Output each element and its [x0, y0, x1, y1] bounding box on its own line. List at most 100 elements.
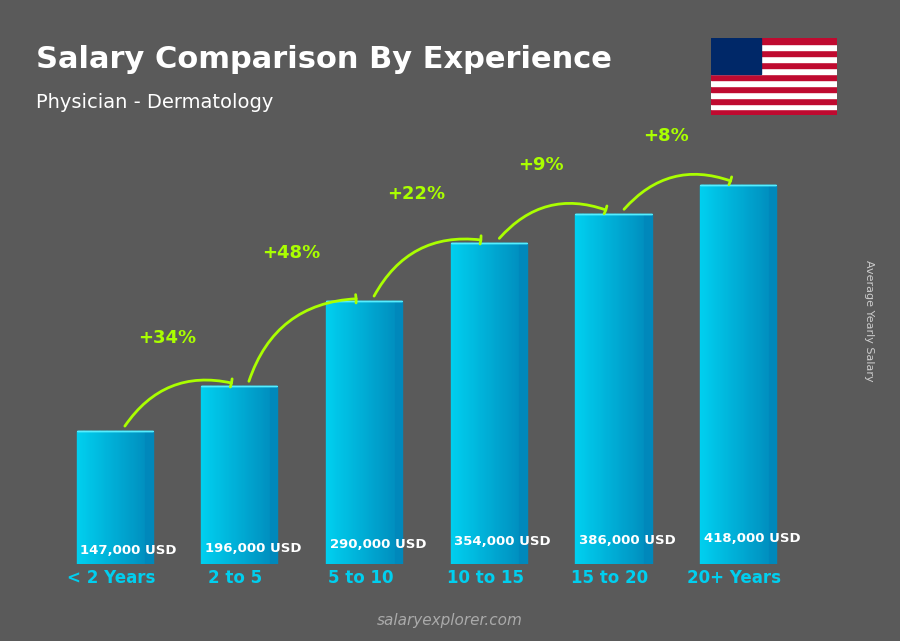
Bar: [743, 185, 746, 564]
Bar: [358, 301, 361, 564]
Bar: [642, 213, 644, 564]
Bar: [711, 38, 837, 44]
Bar: [263, 386, 266, 564]
Text: +34%: +34%: [138, 329, 196, 347]
Bar: [202, 386, 203, 564]
Bar: [131, 431, 134, 564]
Bar: [718, 185, 721, 564]
Bar: [725, 185, 728, 564]
Bar: [369, 301, 372, 564]
Bar: [512, 242, 515, 564]
Bar: [711, 38, 761, 74]
Bar: [457, 242, 460, 564]
Bar: [464, 242, 467, 564]
Bar: [760, 185, 762, 564]
Polygon shape: [644, 213, 652, 564]
Bar: [342, 301, 345, 564]
Bar: [748, 185, 751, 564]
Bar: [388, 301, 391, 564]
Bar: [473, 242, 476, 564]
Bar: [254, 386, 256, 564]
Bar: [139, 431, 140, 564]
Bar: [608, 213, 610, 564]
Bar: [224, 386, 227, 564]
Bar: [757, 185, 760, 564]
Bar: [598, 213, 601, 564]
Polygon shape: [145, 431, 153, 564]
Text: 196,000 USD: 196,000 USD: [205, 542, 302, 555]
Text: 354,000 USD: 354,000 USD: [454, 535, 551, 548]
Bar: [383, 301, 386, 564]
Bar: [229, 386, 231, 564]
Bar: [734, 185, 737, 564]
Bar: [364, 301, 367, 564]
Bar: [723, 185, 725, 564]
Bar: [515, 242, 518, 564]
Bar: [711, 86, 837, 92]
Bar: [490, 242, 492, 564]
Bar: [591, 213, 594, 564]
Bar: [472, 242, 473, 564]
Bar: [99, 431, 102, 564]
Bar: [240, 386, 243, 564]
Bar: [590, 213, 591, 564]
Bar: [211, 386, 213, 564]
Bar: [517, 242, 519, 564]
Bar: [705, 185, 707, 564]
Bar: [596, 213, 599, 564]
Bar: [356, 301, 358, 564]
Bar: [711, 68, 837, 74]
Bar: [767, 185, 769, 564]
Bar: [492, 242, 494, 564]
Bar: [134, 431, 136, 564]
Bar: [739, 185, 742, 564]
Bar: [605, 213, 608, 564]
Bar: [478, 242, 481, 564]
Bar: [467, 242, 469, 564]
Bar: [600, 213, 603, 564]
Bar: [711, 50, 837, 56]
Bar: [624, 213, 626, 564]
Bar: [346, 301, 349, 564]
Bar: [711, 110, 837, 115]
Bar: [124, 431, 127, 564]
Bar: [113, 431, 116, 564]
Bar: [582, 213, 585, 564]
Bar: [102, 431, 104, 564]
Bar: [594, 213, 597, 564]
Bar: [385, 301, 388, 564]
Bar: [619, 213, 621, 564]
Bar: [140, 431, 143, 564]
Bar: [746, 185, 749, 564]
Bar: [603, 213, 606, 564]
Bar: [233, 386, 236, 564]
Bar: [587, 213, 590, 564]
Bar: [328, 301, 331, 564]
Text: +22%: +22%: [387, 185, 446, 203]
Polygon shape: [394, 301, 402, 564]
Bar: [93, 431, 95, 564]
Bar: [612, 213, 615, 564]
Bar: [730, 185, 733, 564]
Bar: [252, 386, 254, 564]
Bar: [737, 185, 739, 564]
Bar: [751, 185, 753, 564]
Bar: [497, 242, 499, 564]
Bar: [106, 431, 109, 564]
Bar: [711, 80, 837, 86]
Bar: [267, 386, 270, 564]
Bar: [752, 185, 755, 564]
Bar: [109, 431, 111, 564]
Bar: [510, 242, 513, 564]
Bar: [345, 301, 346, 564]
Polygon shape: [769, 185, 776, 564]
Bar: [575, 213, 578, 564]
Bar: [711, 62, 837, 68]
Bar: [215, 386, 218, 564]
Text: Physician - Dermatology: Physician - Dermatology: [36, 93, 274, 112]
Bar: [634, 213, 637, 564]
Bar: [97, 431, 100, 564]
Bar: [712, 185, 714, 564]
Bar: [578, 213, 581, 564]
Bar: [621, 213, 624, 564]
